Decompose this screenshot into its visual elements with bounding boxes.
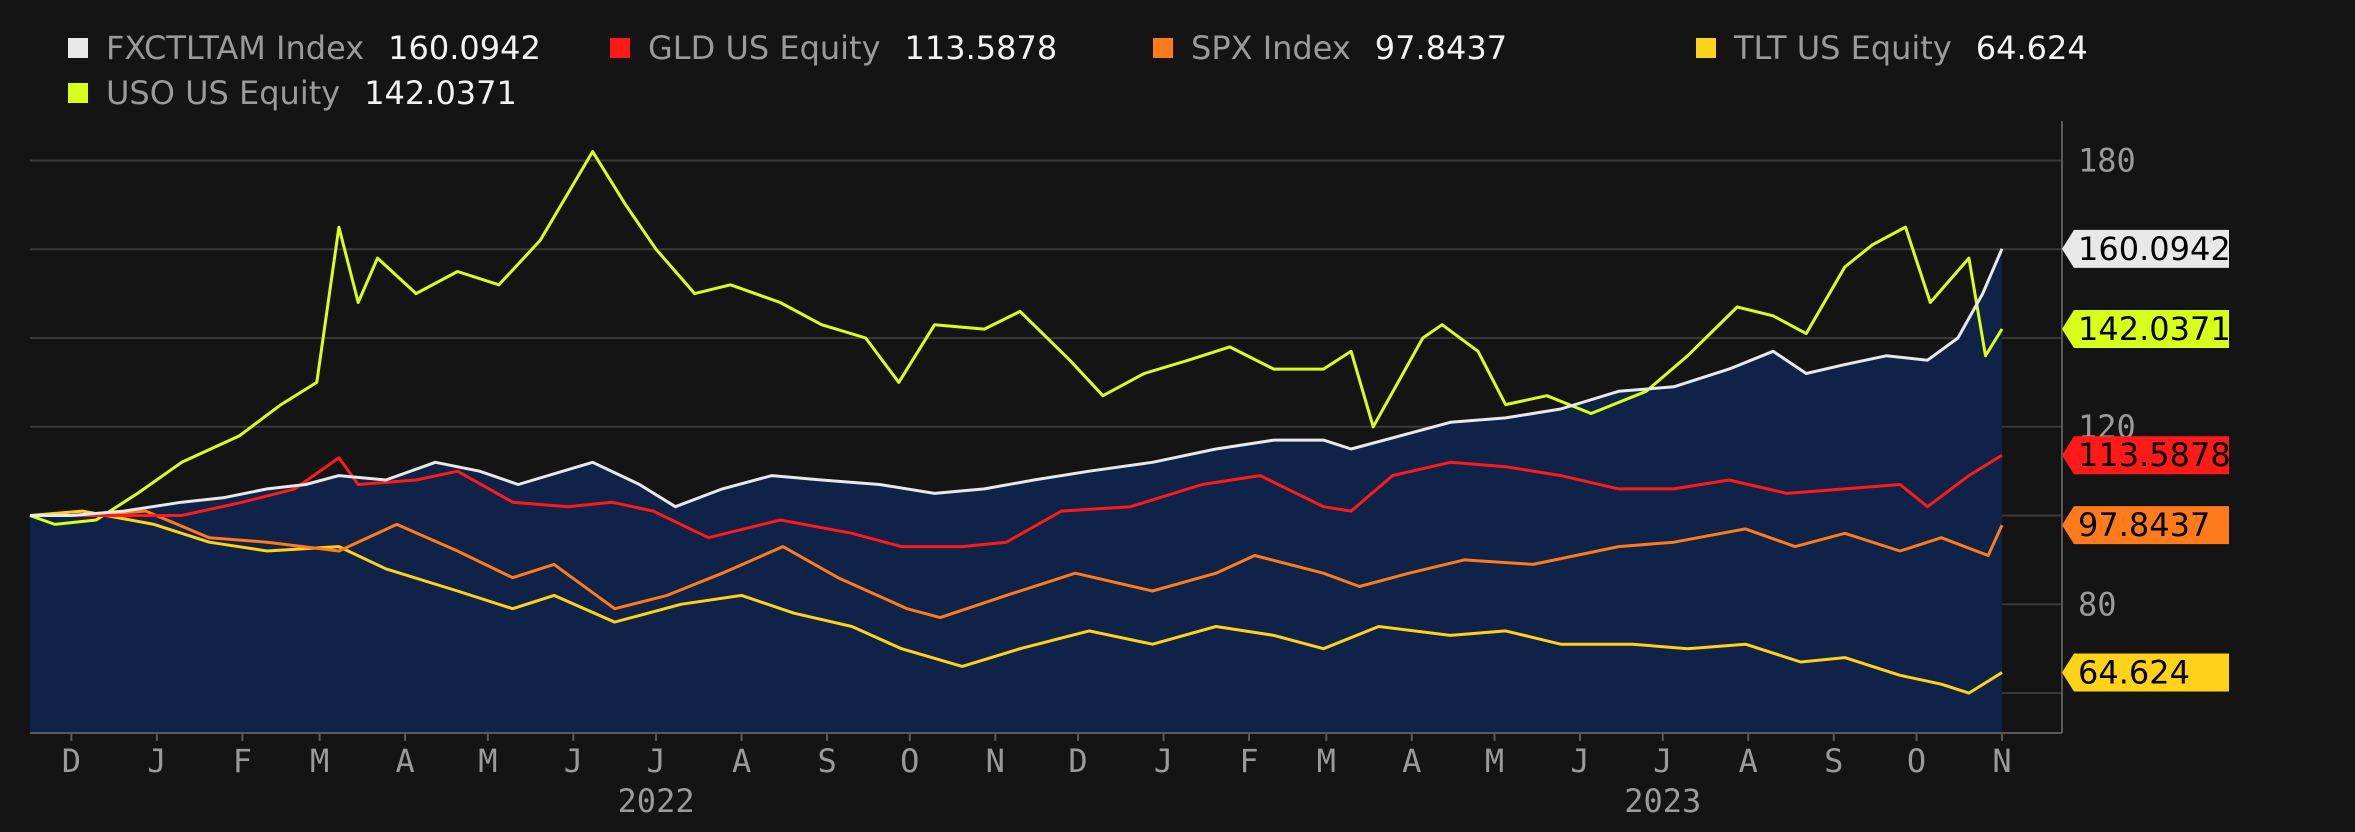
legend-swatch	[1153, 38, 1173, 58]
legend-item-fxctltam-index: FXCTLTAM Index 160.0942	[68, 28, 541, 68]
x-tick-label: D	[1068, 742, 1087, 780]
x-year-label: 2023	[1624, 782, 1701, 820]
x-tick-label: F	[1239, 742, 1258, 780]
area-fill	[30, 248, 2002, 734]
legend-swatch	[68, 38, 88, 58]
series-line-spx-index	[30, 509, 2004, 620]
legend-item-gld-us-equity: GLD US Equity 113.5878	[610, 28, 1057, 68]
x-year-label: 2022	[618, 782, 695, 820]
last-value-tag-box	[2062, 506, 2229, 545]
last-value-tag-fxctltam-index: 160.0942	[2062, 229, 2231, 268]
last-value-tag-text: 97.8437	[2078, 506, 2210, 544]
series-line-gld-us-equity	[30, 453, 2003, 549]
legend-swatch	[68, 83, 88, 103]
x-tick-label: O	[1907, 742, 1926, 780]
x-tick-label: M	[1317, 742, 1336, 780]
legend-series-name: TLT US Equity	[1734, 29, 1952, 67]
x-tick-label: F	[233, 742, 252, 780]
x-tick-label: S	[817, 742, 836, 780]
last-value-tag-text: 142.0371	[2078, 310, 2231, 348]
axes	[30, 121, 2063, 734]
y-tick-label: 80	[2078, 585, 2117, 623]
legend-series-name: SPX Index	[1191, 29, 1351, 67]
x-tick-label: J	[147, 742, 166, 780]
x-tick-label: J	[1154, 742, 1173, 780]
x-tick-label: J	[1570, 742, 1589, 780]
last-value-tag-text: 160.0942	[2078, 230, 2231, 268]
series-line-uso-us-equity	[29, 150, 2004, 526]
x-tick-label: A	[395, 742, 414, 780]
x-tick-label: J	[1653, 742, 1672, 780]
series-line-tlt-us-equity	[29, 509, 2003, 695]
legend-series-value: 64.624	[1975, 29, 2088, 67]
x-tick-label: O	[900, 742, 919, 780]
legend-item-uso-us-equity: USO US Equity 142.0371	[68, 73, 517, 113]
area-fxctltam-index	[30, 248, 2002, 734]
legend-series-name: USO US Equity	[106, 74, 341, 112]
last-value-tag-box	[2062, 436, 2229, 475]
x-axis-ticks: D J F M A M J J A S O N D J F M A M J J A S O N 2022 2023	[62, 733, 2012, 820]
x-tick-label: M	[478, 742, 497, 780]
legend-series-name: GLD US Equity	[648, 29, 881, 67]
legend-series-value: 113.5878	[904, 29, 1058, 67]
last-value-tag-uso-us-equity: 142.0371	[2062, 309, 2231, 348]
legend-series-value: 160.0942	[388, 29, 541, 67]
chart-legend: FXCTLTAM Index 160.0942 GLD US Equity 113.5…	[68, 28, 2328, 128]
x-tick-label: A	[732, 742, 751, 780]
legend-swatch	[610, 38, 630, 58]
last-value-tag-box	[2062, 229, 2229, 268]
legend-series-value: 97.8437	[1374, 29, 1508, 67]
x-tick-label: M	[310, 742, 329, 780]
last-value-tag-text: 64.624	[2078, 654, 2190, 692]
x-tick-label: A	[1402, 742, 1421, 780]
x-tick-label: N	[986, 742, 1005, 780]
last-value-tag-text: 113.5878	[2078, 436, 2231, 474]
x-tick-label: D	[62, 742, 81, 780]
last-value-tag-box	[2062, 309, 2229, 348]
last-value-tags: 160.0942 113.5878 97.8437 64.624 142.0371	[2062, 229, 2231, 692]
legend-series-value: 142.0371	[364, 74, 517, 112]
series-line-fxctltam-index	[30, 248, 2004, 517]
legend-swatch	[1696, 38, 1716, 58]
legend-item-tlt-us-equity: TLT US Equity 64.624	[1696, 28, 2088, 68]
x-tick-label: A	[1739, 742, 1758, 780]
last-value-tag-spx-index: 97.8437	[2062, 506, 2229, 545]
last-value-tag-tlt-us-equity: 64.624	[2062, 653, 2229, 692]
legend-series-name: FXCTLTAM Index	[106, 29, 365, 67]
x-tick-label: J	[564, 742, 583, 780]
last-value-tag-box	[2062, 653, 2229, 692]
series-lines	[29, 150, 2004, 695]
legend-item-spx-index: SPX Index 97.8437	[1153, 28, 1507, 68]
x-tick-label: M	[1485, 742, 1504, 780]
y-tick-label: 180	[2078, 142, 2136, 180]
last-value-tag-gld-us-equity: 113.5878	[2062, 436, 2231, 475]
x-tick-label: J	[646, 742, 665, 780]
x-tick-label: S	[1824, 742, 1843, 780]
x-tick-label: N	[1992, 742, 2011, 780]
